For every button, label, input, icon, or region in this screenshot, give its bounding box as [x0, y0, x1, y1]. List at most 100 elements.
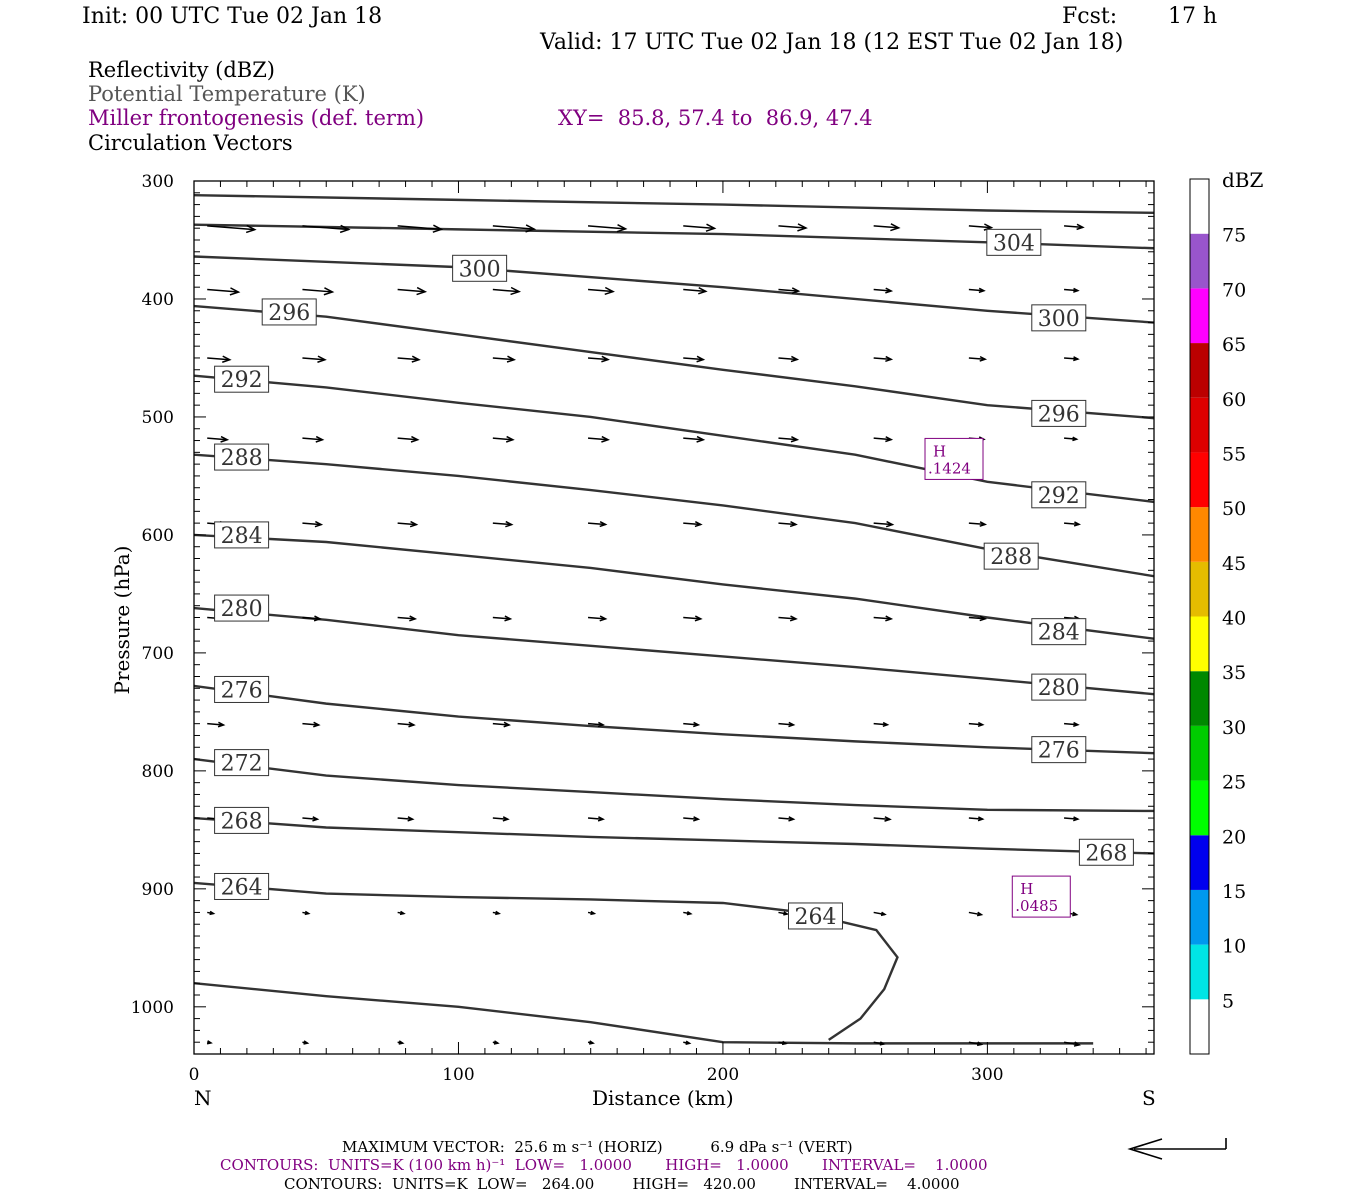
- svg-text:288: 288: [990, 545, 1032, 570]
- svg-text:280: 280: [221, 597, 263, 622]
- contour-label-284: 284: [1031, 618, 1087, 646]
- circulation-vector: [1064, 356, 1080, 362]
- colorbar-segment: [1190, 999, 1209, 1054]
- circulation-vector: [873, 1041, 886, 1046]
- colorbar-segment: [1190, 889, 1209, 945]
- x-tick-label: 0: [189, 1065, 200, 1085]
- frontogenesis-contour-info: CONTOURS: UNITS=K (100 km h)⁻¹ LOW= 1.00…: [220, 1156, 988, 1174]
- contour-label-264: 264: [787, 902, 843, 930]
- max-vector-info: MAXIMUM VECTOR: 25.6 m s⁻¹ (HORIZ) 6.9 d…: [342, 1138, 853, 1156]
- high-value: .1424: [928, 459, 971, 477]
- theta-contour-292: [194, 374, 1154, 504]
- circulation-vector: [397, 816, 415, 822]
- circulation-vector: [587, 521, 608, 528]
- svg-text:268: 268: [1085, 841, 1127, 866]
- circulation-vector: [1064, 287, 1080, 293]
- circulation-vector: [207, 910, 216, 916]
- circulation-vector: [492, 910, 501, 916]
- high-label: H: [933, 442, 946, 460]
- circulation-vector: [302, 287, 335, 296]
- svg-text:300: 300: [459, 257, 501, 282]
- circulation-vector: [492, 721, 512, 728]
- svg-text:304: 304: [993, 231, 1035, 256]
- colorbar-segment: [1190, 179, 1209, 234]
- circulation-vector: [778, 287, 801, 295]
- y-tick-label: 1000: [131, 998, 174, 1018]
- circulation-vector: [778, 1040, 788, 1046]
- colorbar-segment: [1190, 343, 1209, 398]
- x-tick-label: 300: [971, 1065, 1003, 1085]
- colorbar-label: 25: [1222, 772, 1246, 794]
- circulation-vector: [778, 223, 808, 232]
- colorbar-label: 40: [1222, 608, 1246, 630]
- circulation-vector: [302, 520, 324, 528]
- field-vectors: Circulation Vectors: [88, 131, 293, 155]
- circulation-vector: [302, 910, 311, 916]
- circulation-vector: [492, 816, 510, 822]
- circulation-vector: [968, 355, 988, 362]
- contour-label-300: 300: [1031, 304, 1087, 332]
- circulation-vector: [778, 911, 790, 916]
- circulation-vector: [778, 521, 798, 528]
- circulation-vector: [492, 1040, 500, 1045]
- colorbar-label: 30: [1222, 717, 1246, 739]
- colorbar-frame: [1189, 178, 1210, 1055]
- circulation-vector: [492, 435, 515, 443]
- circulation-vector: [587, 224, 628, 233]
- theta-contour-284: [194, 533, 1154, 640]
- contour-label-300: 300: [452, 254, 508, 282]
- contour-label-292: 292: [214, 365, 270, 393]
- contour-label-296: 296: [261, 298, 317, 326]
- theta-contour-268: [194, 816, 1154, 855]
- svg-text:268: 268: [221, 809, 263, 834]
- circulation-vector: [492, 520, 514, 528]
- circulation-vector: [683, 910, 693, 916]
- theta-contour-304: [194, 193, 1154, 215]
- svg-text:284: 284: [221, 524, 263, 549]
- colorbar-label: 65: [1222, 334, 1246, 356]
- circulation-vector: [1064, 721, 1080, 728]
- circulation-vector: [873, 436, 894, 443]
- cross-section-endpoints: XY= 85.8, 57.4 to 86.9, 47.4: [558, 106, 873, 130]
- circulation-vector: [587, 816, 605, 822]
- circulation-vector: [302, 615, 322, 622]
- high-label: H: [1020, 880, 1033, 898]
- colorbar-label: 15: [1222, 881, 1246, 903]
- svg-text:292: 292: [1038, 484, 1080, 509]
- contour-label-276: 276: [1031, 736, 1087, 764]
- colorbar-segment: [1190, 944, 1209, 1000]
- colorbar-segment: [1190, 725, 1209, 781]
- circulation-vector: [207, 224, 257, 234]
- circulation-vector: [397, 355, 421, 363]
- circulation-vector: [683, 521, 703, 528]
- circulation-vector: [302, 224, 351, 234]
- circulation-vector: [968, 911, 984, 917]
- circulation-vector: [778, 816, 796, 822]
- colorbar-segment: [1190, 452, 1209, 508]
- colorbar-segment: [1190, 233, 1209, 289]
- contour-label-284: 284: [214, 521, 270, 549]
- circulation-vector: [778, 435, 800, 443]
- circulation-vector: [1064, 223, 1085, 231]
- theta-contour-272: [194, 757, 1154, 813]
- init-time: Init: 00 UTC Tue 02 Jan 18: [82, 4, 383, 29]
- svg-text:292: 292: [221, 368, 263, 393]
- circulation-vector: [683, 615, 703, 622]
- circulation-vector: [397, 910, 406, 916]
- circulation-vector: [397, 520, 419, 528]
- circulation-vector: [302, 1040, 310, 1045]
- circulation-vector: [206, 1040, 213, 1045]
- circulation-vector: [1063, 1041, 1081, 1047]
- right-end-label: S: [1142, 1086, 1156, 1110]
- circulation-vector: [778, 721, 796, 728]
- circulation-vector: [397, 615, 418, 622]
- colorbar-segment: [1190, 507, 1209, 562]
- circulation-vector: [492, 224, 537, 233]
- theta-contour-264: [194, 982, 1094, 1045]
- valid-time: Valid: 17 UTC Tue 02 Jan 18 (12 EST Tue …: [540, 30, 1124, 55]
- theta-contour-296: [194, 304, 1154, 420]
- reference-vector: [1127, 1138, 1227, 1160]
- colorbar-segment: [1190, 561, 1209, 617]
- contour-label-292: 292: [1031, 481, 1087, 509]
- x-tick-label: 200: [707, 1065, 739, 1085]
